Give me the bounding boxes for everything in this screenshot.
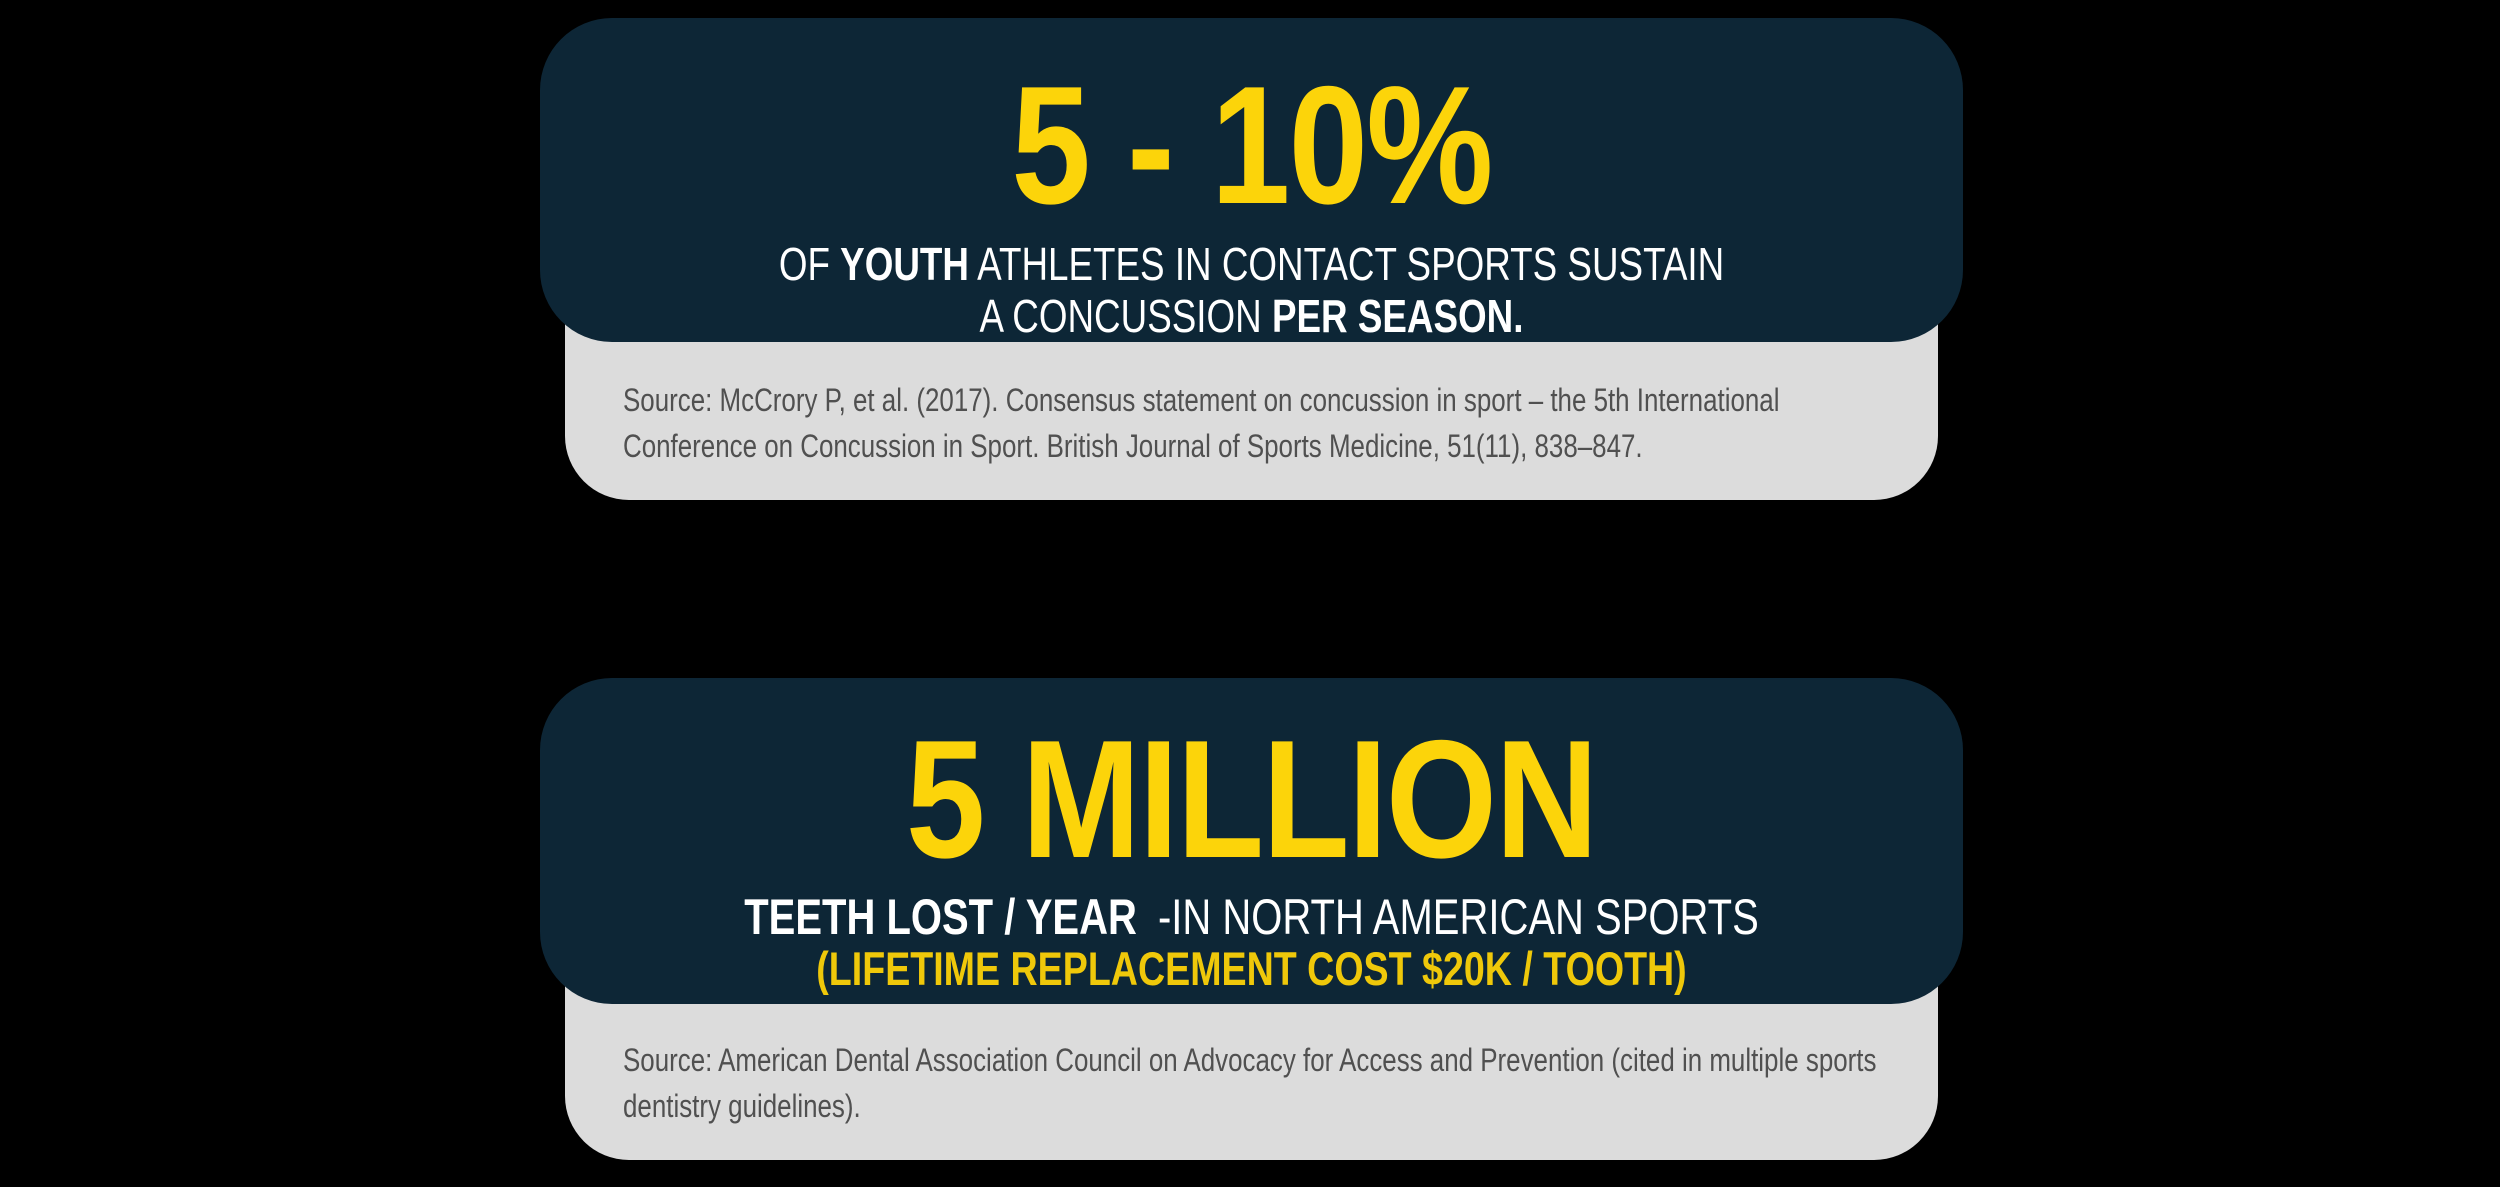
description-segment: ATHLETES IN CONTACT SPORTS SUSTAIN <box>968 238 1725 290</box>
description-segment: OF <box>778 238 841 290</box>
description-line-2: A CONCUSSION PER SEASON. <box>682 290 1820 342</box>
description-segment-bold: TEETH LOST / YEAR <box>744 889 1137 945</box>
description-segment: A CONCUSSION <box>979 290 1272 342</box>
source-citation-concussion: Source: McCrory P, et al. (2017). Consen… <box>623 382 1780 464</box>
description-segment-bold: YOUTH <box>840 238 969 290</box>
stat-headline-concussion: 5 - 10% <box>1011 51 1493 239</box>
description-segment: -IN NORTH AMERICAN SPORTS <box>1146 889 1759 945</box>
stat-description-concussion: OF YOUTH ATHLETES IN CONTACT SPORTS SUST… <box>540 238 1963 342</box>
stat-subline-cost: (LIFETIME REPLACEMENT COST $20K / TOOTH) <box>816 942 1687 995</box>
description-line-1: OF YOUTH ATHLETES IN CONTACT SPORTS SUST… <box>682 238 1820 290</box>
stat-card-concussion: 5 - 10% OF YOUTH ATHLETES IN CONTACT SPO… <box>540 18 1963 342</box>
stat-description-teeth: TEETH LOST / YEAR -IN NORTH AMERICAN SPO… <box>682 890 1820 944</box>
description-segment-bold: PER SEASON. <box>1271 290 1524 342</box>
stat-card-teeth: 5 MILLION TEETH LOST / YEAR -IN NORTH AM… <box>540 678 1963 1004</box>
source-citation-teeth: Source: American Dental Association Coun… <box>623 1042 1877 1124</box>
stat-headline-teeth: 5 MILLION <box>906 705 1598 893</box>
